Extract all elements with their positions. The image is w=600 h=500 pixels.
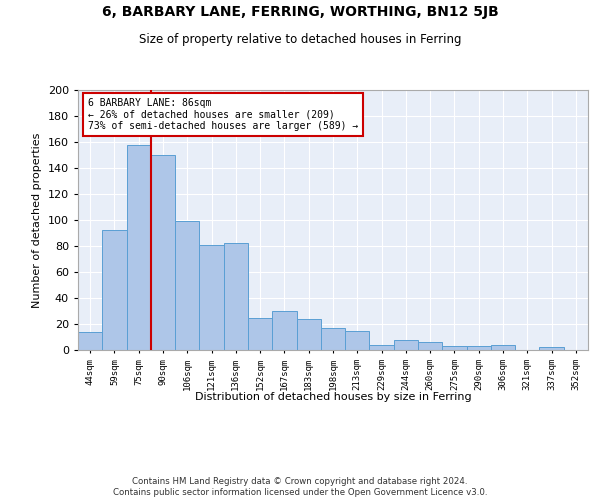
Bar (442, 346, 467, 350)
Bar (321, 328, 345, 350)
Y-axis label: Number of detached properties: Number of detached properties (32, 132, 42, 308)
Text: Size of property relative to detached houses in Ferring: Size of property relative to detached ho… (139, 32, 461, 46)
Bar (394, 340, 418, 350)
Text: Distribution of detached houses by size in Ferring: Distribution of detached houses by size … (194, 392, 472, 402)
Bar (248, 318, 272, 350)
Bar (370, 345, 394, 350)
Bar (224, 244, 248, 350)
Text: 6 BARBARY LANE: 86sqm
← 26% of detached houses are smaller (209)
73% of semi-det: 6 BARBARY LANE: 86sqm ← 26% of detached … (88, 98, 358, 131)
Text: Contains HM Land Registry data © Crown copyright and database right 2024.
Contai: Contains HM Land Registry data © Crown c… (113, 478, 487, 497)
Bar (151, 155, 175, 350)
Bar (418, 342, 442, 350)
Bar (296, 319, 321, 350)
Bar (491, 345, 515, 350)
Bar (127, 144, 151, 350)
Bar (539, 348, 564, 350)
Bar (102, 230, 127, 350)
Text: 6, BARBARY LANE, FERRING, WORTHING, BN12 5JB: 6, BARBARY LANE, FERRING, WORTHING, BN12… (101, 5, 499, 19)
Bar (272, 311, 296, 350)
Bar (175, 222, 199, 350)
Bar (467, 346, 491, 350)
Bar (345, 330, 370, 350)
Bar (78, 332, 102, 350)
Bar (199, 244, 224, 350)
